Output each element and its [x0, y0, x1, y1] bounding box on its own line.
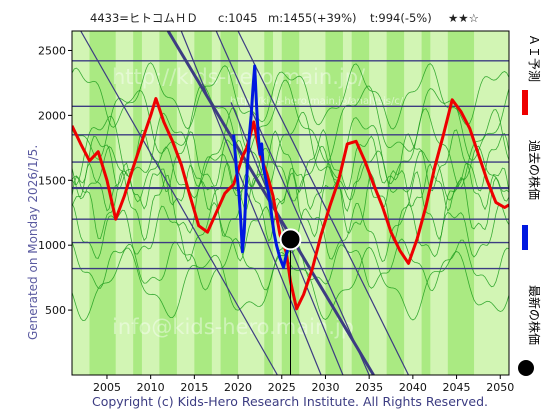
background-band	[447, 31, 458, 375]
background-band	[255, 31, 265, 375]
background-band	[220, 31, 230, 375]
background-band	[159, 31, 169, 375]
legend: ＡＩ予測 過去の株価 最新の株価	[518, 34, 542, 376]
x-tick-label: 2015	[180, 381, 208, 394]
background-band	[299, 31, 309, 375]
background-band	[334, 31, 344, 375]
background-band	[281, 31, 291, 375]
background-band	[439, 31, 449, 375]
x-tick-label: 2030	[311, 381, 339, 394]
x-tick-label: 2005	[93, 381, 121, 394]
background-band	[72, 31, 82, 375]
background-band	[80, 31, 90, 375]
y-tick-label: 2500	[38, 44, 66, 57]
min-forecast-text: t:994(-5%)	[370, 11, 432, 25]
horizontal-levels	[72, 60, 509, 270]
legend-ai-forecast-label: ＡＩ予測	[527, 34, 541, 82]
background-band	[168, 31, 178, 375]
background-band	[98, 31, 108, 375]
legend-latest-price-label: 最新の株価	[527, 285, 542, 345]
data-series	[72, 64, 509, 311]
generated-date-label: Generated on Monday 2026/1/5.	[26, 145, 40, 340]
y-axis-ticks: 500 1000 1500 2000 2500	[38, 44, 72, 317]
background-band	[290, 31, 300, 375]
y-tick-label: 2000	[38, 109, 66, 122]
background-band	[150, 31, 160, 375]
max-forecast-text: m:1455(+39%)	[268, 11, 357, 25]
background-band	[229, 31, 239, 375]
trend-line	[237, 31, 410, 375]
background-band	[307, 31, 318, 375]
legend-past-price-swatch	[522, 225, 528, 250]
thin-green-line	[72, 62, 509, 130]
background-band	[351, 31, 361, 375]
rating-stars: ★★☆	[448, 11, 479, 25]
stock-code-name: 4433=ヒトコムＨＤ	[90, 11, 198, 25]
trend-line	[215, 31, 370, 375]
watermark-middle: http://kids-hero.main.jp/analysis/c/	[230, 96, 404, 107]
legend-past-price-label: 過去の株価	[527, 140, 542, 200]
plot-area: http://kids-hero.main.jp/ http://kids-he…	[72, 31, 509, 375]
background-band	[176, 31, 187, 375]
watermark-group: http://kids-hero.main.jp/ http://kids-he…	[112, 65, 404, 339]
background-band	[456, 31, 466, 375]
trend-line	[180, 31, 322, 375]
background-band	[369, 31, 379, 375]
x-tick-label: 2040	[399, 381, 427, 394]
watermark-bottom: info@kids-hero.main.jp	[112, 315, 354, 339]
latest-price-marker	[279, 228, 302, 251]
y-tick-label: 1000	[38, 239, 66, 252]
background-band	[211, 31, 222, 375]
background-band	[89, 31, 99, 375]
y-tick-label: 1500	[38, 174, 66, 187]
background-band	[342, 31, 353, 375]
background-band	[430, 31, 440, 375]
watermark-top: http://kids-hero.main.jp/	[112, 65, 366, 89]
background-band	[185, 31, 195, 375]
plot-frame	[71, 30, 510, 376]
legend-ai-forecast-swatch	[522, 90, 528, 115]
y-tick-label: 500	[45, 304, 66, 317]
background-band	[124, 31, 134, 375]
legend-latest-price-dot	[518, 360, 534, 376]
background-band	[194, 31, 204, 375]
background-band	[386, 31, 396, 375]
trend-line	[80, 31, 278, 375]
background-band	[474, 31, 484, 375]
background-band	[412, 31, 423, 375]
background-band	[500, 31, 509, 375]
background-band	[465, 31, 475, 375]
background-band	[133, 31, 143, 375]
background-band	[273, 31, 283, 375]
x-tick-label: 2025	[268, 381, 296, 394]
x-tick-label: 2035	[355, 381, 383, 394]
x-axis-ticks: 2005 2010 2015 2020 2025 2030 2035 2040 2045 2050	[93, 375, 514, 394]
x-tick-label: 2020	[224, 381, 252, 394]
x-tick-label: 2050	[486, 381, 514, 394]
copyright-notice: Copyright (c) Kids-Hero Research Institu…	[92, 394, 488, 409]
thin-green-line	[72, 170, 509, 242]
x-tick-label: 2010	[137, 381, 165, 394]
thin-green-line	[72, 79, 509, 164]
past-price-line	[232, 64, 292, 269]
background-band	[395, 31, 405, 375]
current-price-text: c:1045	[218, 11, 257, 25]
background-band	[203, 31, 213, 375]
x-tick-label: 2045	[443, 381, 471, 394]
